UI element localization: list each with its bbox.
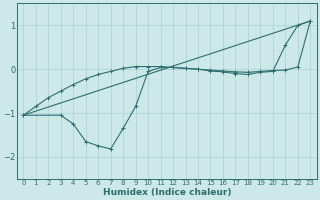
X-axis label: Humidex (Indice chaleur): Humidex (Indice chaleur)	[103, 188, 231, 197]
